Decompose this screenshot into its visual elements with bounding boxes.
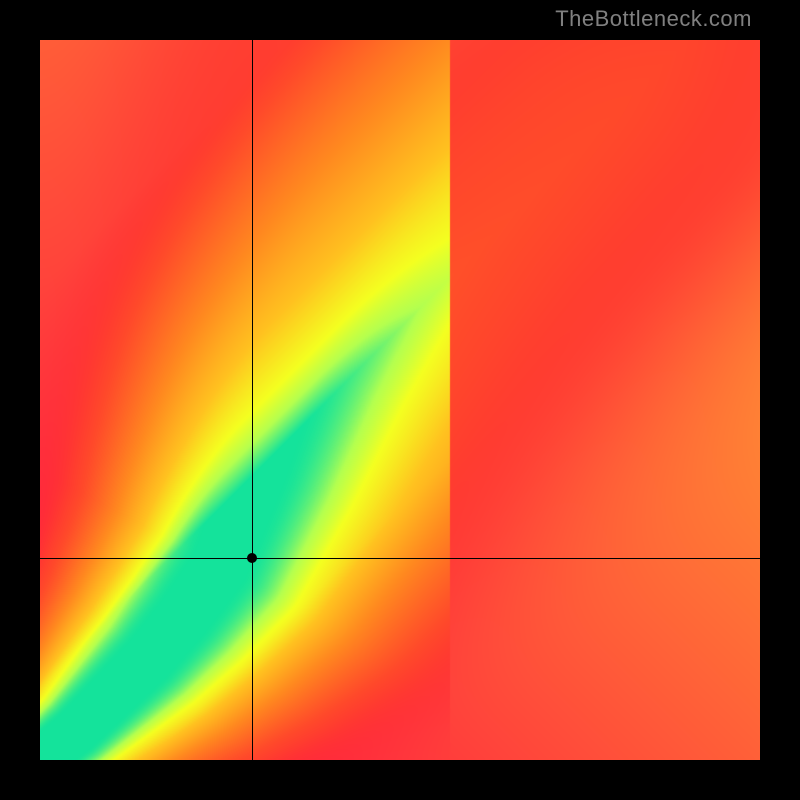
heatmap-canvas xyxy=(40,40,760,760)
watermark-text: TheBottleneck.com xyxy=(555,6,752,32)
crosshair-vertical-line xyxy=(252,40,253,760)
heatmap-chart xyxy=(40,40,760,760)
sample-point-marker xyxy=(247,553,257,563)
crosshair-horizontal-line xyxy=(40,558,760,559)
